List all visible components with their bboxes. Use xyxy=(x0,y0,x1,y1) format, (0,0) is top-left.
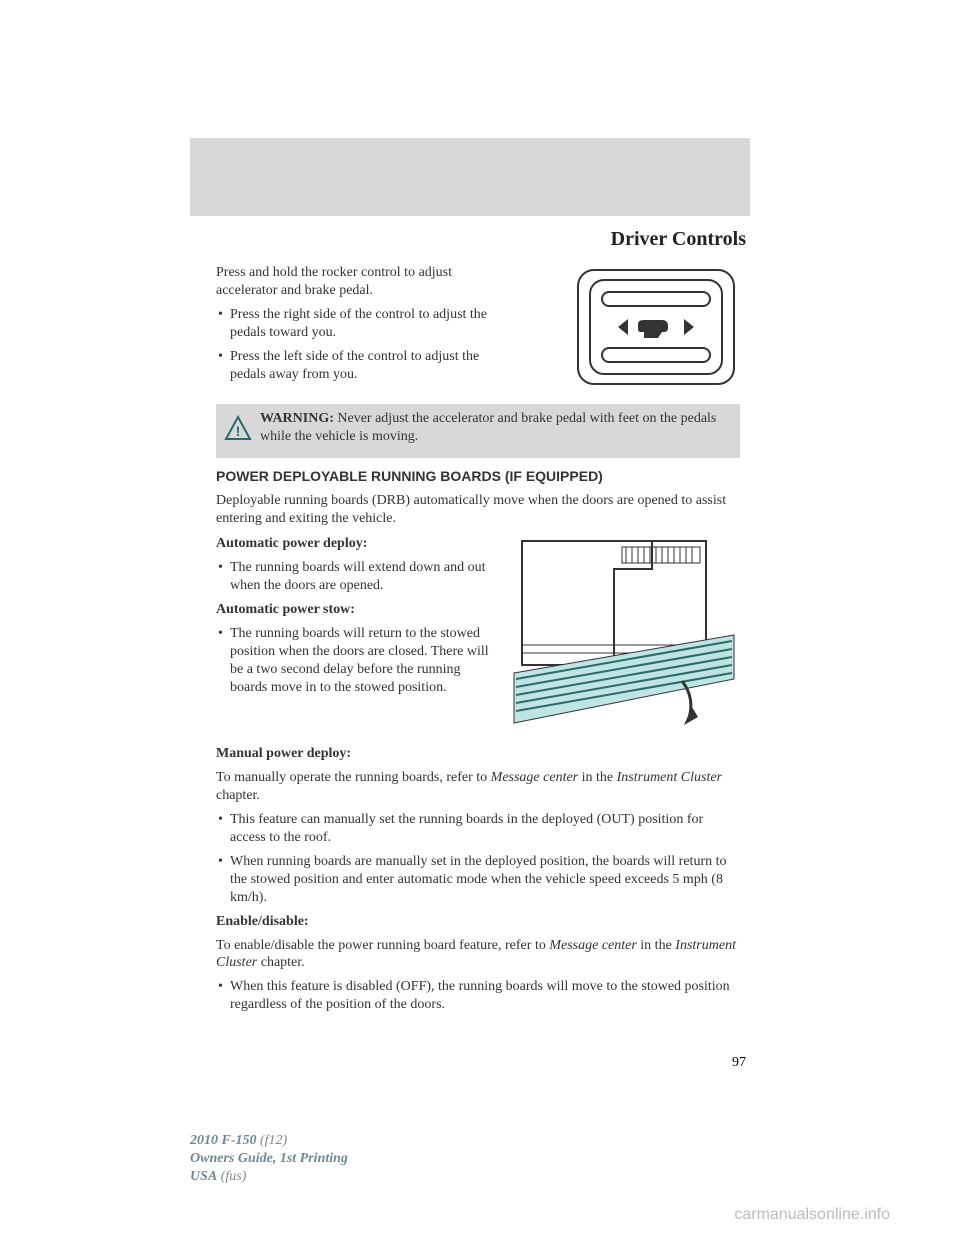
footer-model: 2010 F-150 xyxy=(190,1133,257,1148)
manual-lead-a: To manually operate the running boards, … xyxy=(216,770,491,785)
auto-deploy-head: Automatic power deploy: xyxy=(216,535,496,553)
rocker-section: Press and hold the rocker control to adj… xyxy=(216,264,740,396)
rocker-intro: Press and hold the rocker control to adj… xyxy=(216,264,496,300)
footer-guide: Owners Guide, 1st Printing xyxy=(190,1150,348,1168)
page-number: 97 xyxy=(732,1055,746,1071)
page-content: Press and hold the rocker control to adj… xyxy=(216,264,740,1020)
ed-lead-a: To enable/disable the power running boar… xyxy=(216,938,549,953)
manual-deploy-list: This feature can manually set the runnin… xyxy=(218,811,740,907)
drb-lead: Deployable running boards (DRB) automati… xyxy=(216,492,740,528)
header-gray-block xyxy=(190,138,750,216)
auto-deploy-list: The running boards will extend down and … xyxy=(218,559,498,595)
auto-stow-head: Automatic power stow: xyxy=(216,601,496,619)
footer-region-note: (fus) xyxy=(221,1169,247,1184)
warning-box: ! WARNING: Never adjust the accelerator … xyxy=(216,404,740,458)
drb-auto-section: Automatic power deploy: The running boar… xyxy=(216,535,740,741)
manual-lead-b: in the xyxy=(578,770,617,785)
rocker-control-illustration xyxy=(572,264,740,390)
rocker-bullet-list: Press the right side of the control to a… xyxy=(218,306,498,384)
enable-disable-head: Enable/disable: xyxy=(216,913,740,931)
ed-lead-b: in the xyxy=(637,938,676,953)
warning-text: WARNING: Never adjust the accelerator an… xyxy=(260,410,732,446)
footer-block: 2010 F-150 (f12) Owners Guide, 1st Print… xyxy=(190,1132,348,1187)
warning-label: WARNING: xyxy=(260,411,334,426)
running-board-illustration xyxy=(502,535,740,735)
manual-deploy-head: Manual power deploy: xyxy=(216,745,740,763)
manual-deploy-lead: To manually operate the running boards, … xyxy=(216,769,740,805)
manual-lead-i2: Instrument Cluster xyxy=(617,770,722,785)
manual-lead-c: chapter. xyxy=(216,788,260,803)
auto-deploy-bullet: The running boards will extend down and … xyxy=(218,559,498,595)
enable-disable-bullet: When this feature is disabled (OFF), the… xyxy=(218,978,740,1014)
warning-triangle-icon: ! xyxy=(224,415,252,447)
auto-stow-bullet: The running boards will return to the st… xyxy=(218,625,498,697)
enable-disable-lead: To enable/disable the power running boar… xyxy=(216,937,740,973)
ed-lead-i1: Message center xyxy=(549,938,636,953)
rocker-bullet-item: Press the right side of the control to a… xyxy=(218,306,498,342)
drb-section-head: POWER DEPLOYABLE RUNNING BOARDS (IF EQUI… xyxy=(216,468,740,486)
enable-disable-list: When this feature is disabled (OFF), the… xyxy=(218,978,740,1014)
footer-line-3: USA (fus) xyxy=(190,1168,348,1186)
rocker-bullet-item: Press the left side of the control to ad… xyxy=(218,348,498,384)
auto-stow-list: The running boards will return to the st… xyxy=(218,625,498,697)
watermark: carmanualsonline.info xyxy=(734,1206,890,1224)
manual-deploy-bullet: When running boards are manually set in … xyxy=(218,853,740,907)
footer-region: USA xyxy=(190,1169,217,1184)
running-board-figure xyxy=(502,535,740,741)
manual-page: Driver Controls Press and hold the rocke… xyxy=(0,0,960,1242)
footer-model-note: (f12) xyxy=(260,1133,287,1148)
svg-text:!: ! xyxy=(236,423,241,439)
footer-line-1: 2010 F-150 (f12) xyxy=(190,1132,348,1150)
manual-lead-i1: Message center xyxy=(491,770,578,785)
ed-lead-c: chapter. xyxy=(257,955,304,970)
manual-deploy-bullet: This feature can manually set the runnin… xyxy=(218,811,740,847)
running-head: Driver Controls xyxy=(611,228,746,251)
rocker-figure xyxy=(572,264,740,396)
